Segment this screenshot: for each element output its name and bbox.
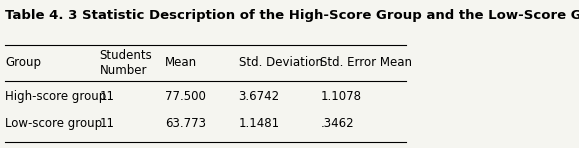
Text: 77.500: 77.500 <box>165 90 206 103</box>
Text: 63.773: 63.773 <box>165 117 206 130</box>
Text: Std. Deviation: Std. Deviation <box>239 56 323 69</box>
Text: High-score group: High-score group <box>5 90 107 103</box>
Text: 1.1078: 1.1078 <box>320 90 361 103</box>
Text: Mean: Mean <box>165 56 197 69</box>
Text: .3462: .3462 <box>320 117 354 130</box>
Text: Group: Group <box>5 56 42 69</box>
Text: 1.1481: 1.1481 <box>239 117 280 130</box>
Text: 11: 11 <box>100 90 115 103</box>
Text: 3.6742: 3.6742 <box>239 90 280 103</box>
Text: Std. Error Mean: Std. Error Mean <box>320 56 412 69</box>
Text: 11: 11 <box>100 117 115 130</box>
Text: Table 4. 3 Statistic Description of the High-Score Group and the Low-Score Group: Table 4. 3 Statistic Description of the … <box>5 9 579 22</box>
Text: Students
Number: Students Number <box>100 49 152 77</box>
Text: Low-score group: Low-score group <box>5 117 102 130</box>
